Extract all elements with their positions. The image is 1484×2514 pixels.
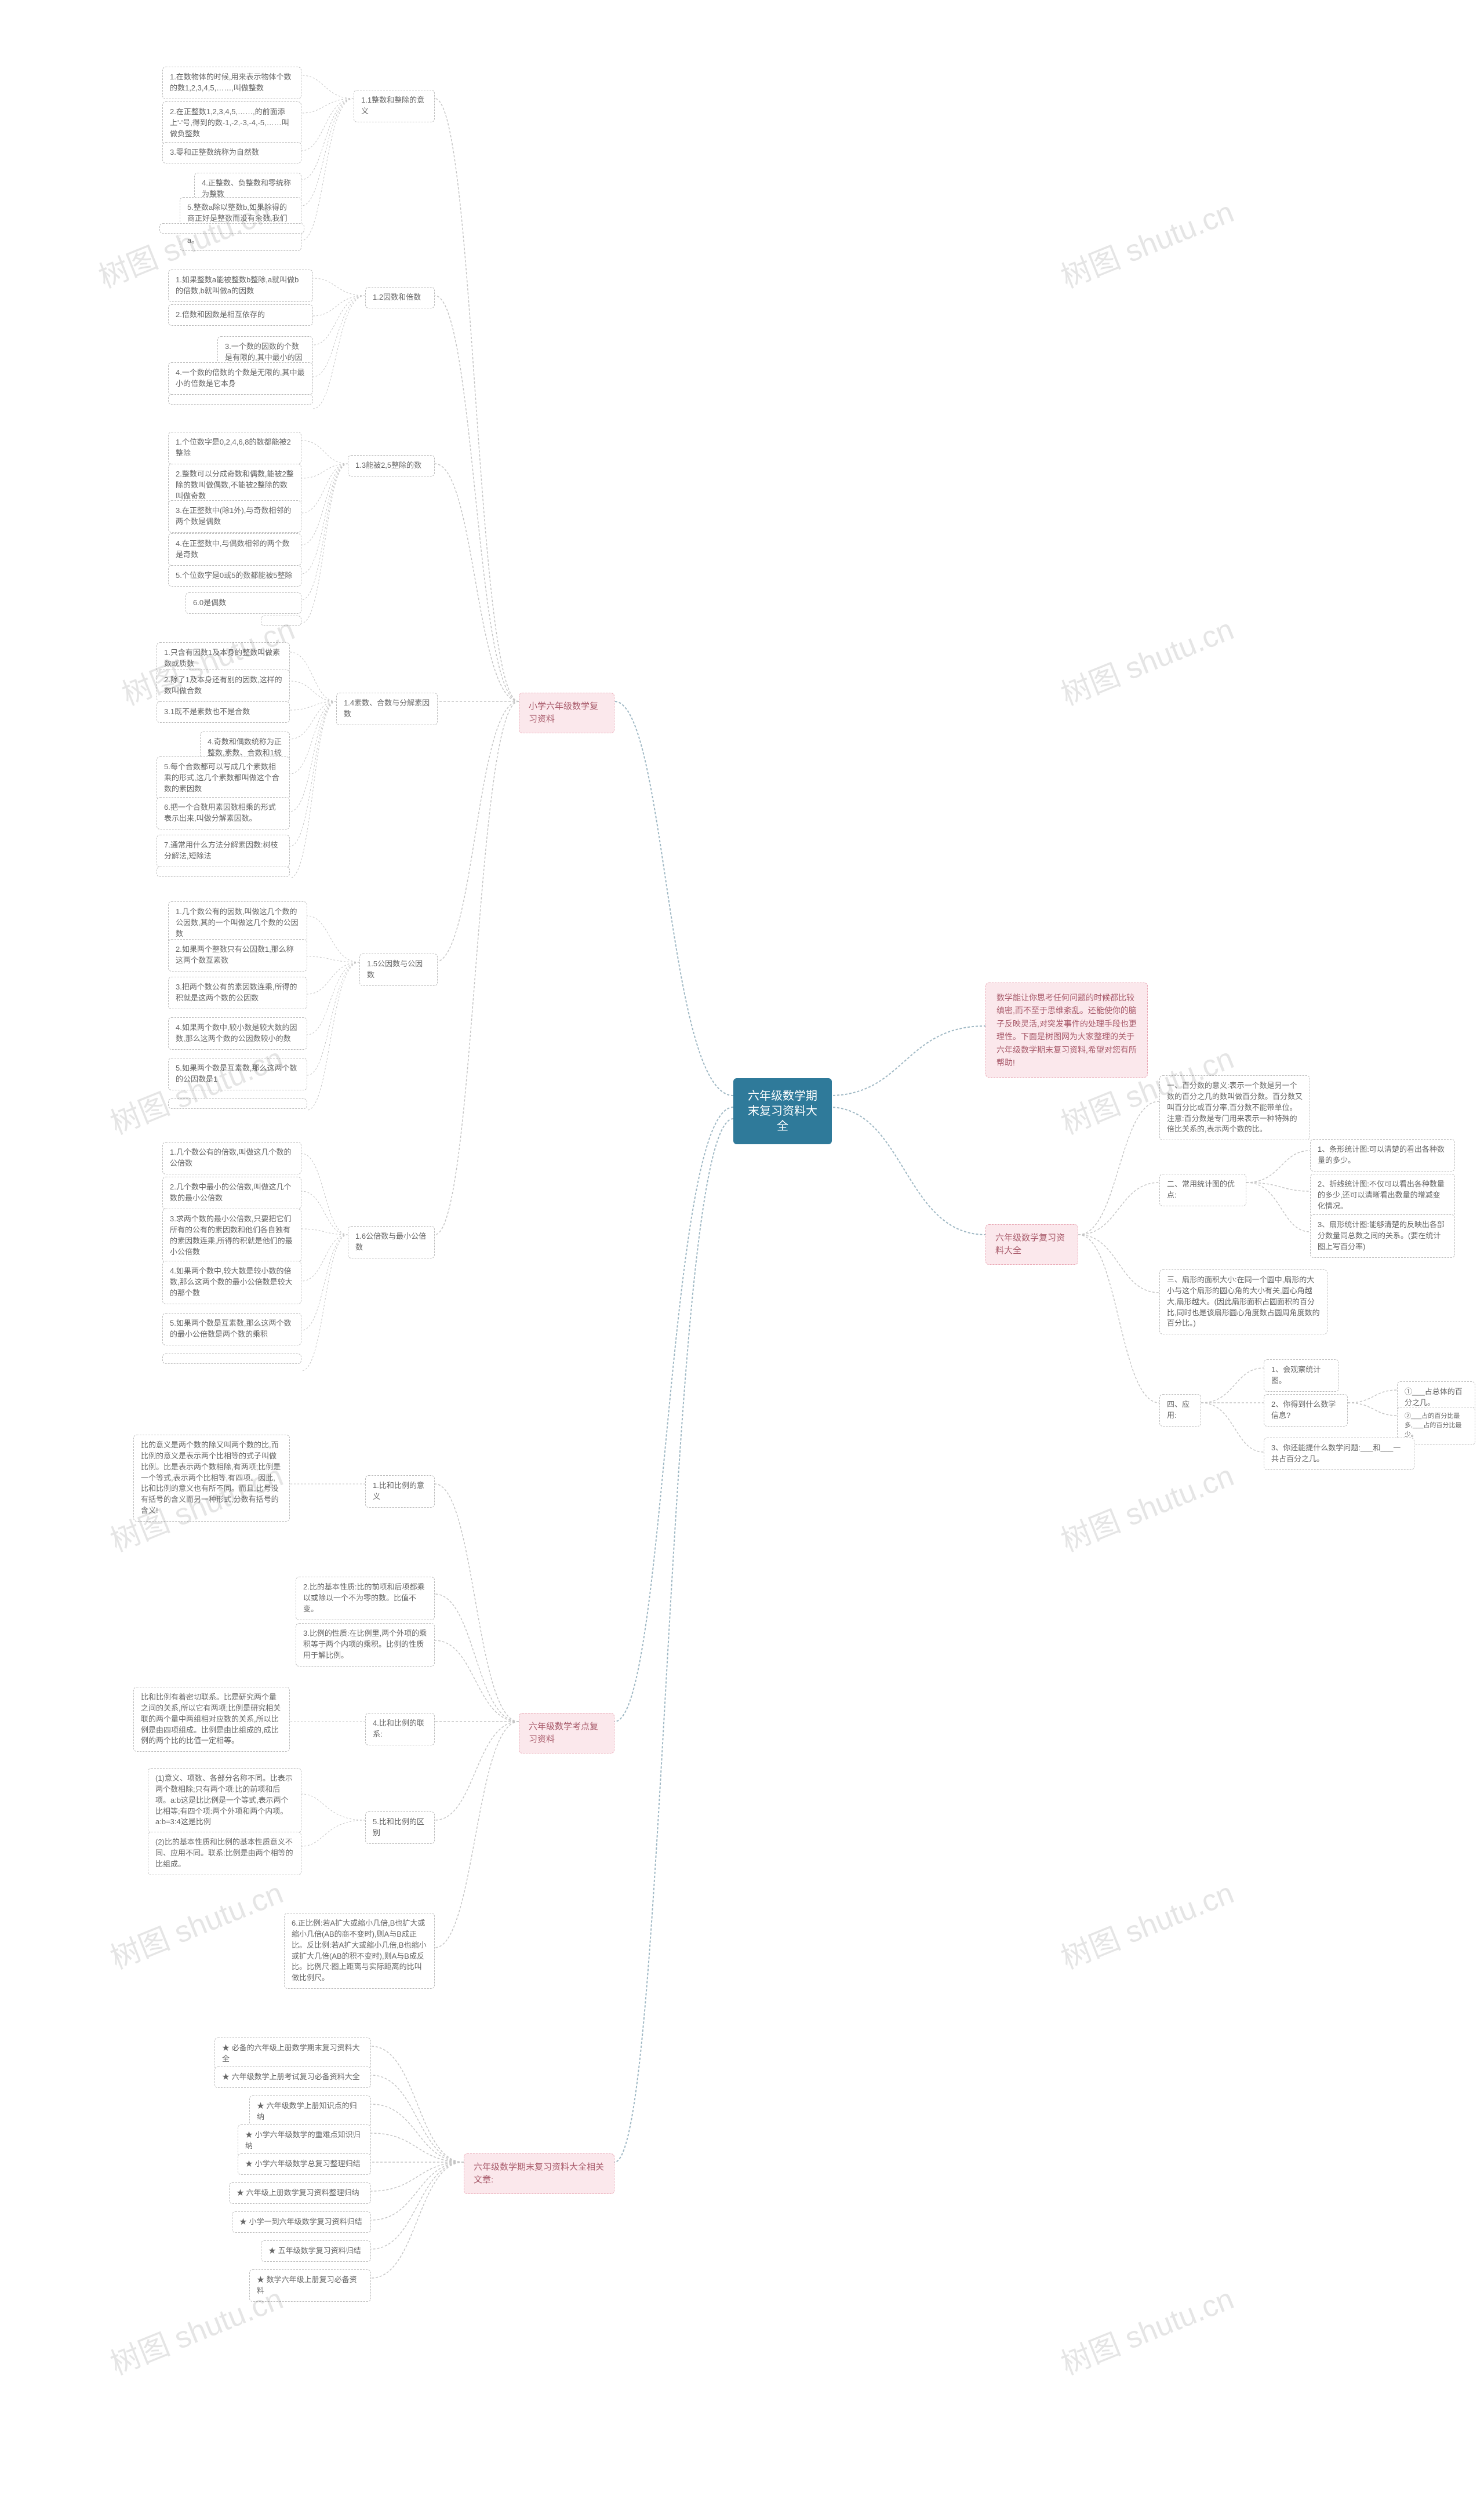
sec-1-5-item-4: 5.如果两个数是互素数,那么这两个数的公因数是1 <box>168 1058 307 1090</box>
sec-1-4-item-2: 3.1既不是素数也不是合数 <box>157 701 290 723</box>
sec-1-3-item-5: 6.0是偶数 <box>186 592 301 614</box>
sec-1-3-item-6 <box>261 616 301 626</box>
sec-1-1-header: 1.1整数和整除的意义 <box>354 90 435 122</box>
related-link-1[interactable]: ★ 六年级数学上册考试复习必备资料大全 <box>214 2066 371 2088</box>
sec-2-6: 6.正比例:若A扩大或缩小几倍,B也扩大或缩小几倍(AB的商不变时),则A与B成… <box>284 1913 435 1989</box>
right-n4-1: 1、会观察统计图。 <box>1264 1359 1339 1392</box>
branch-left-1: 小学六年级数学复习资料 <box>519 693 614 733</box>
sec-2-4-text: 比和比例有着密切联系。比是研究两个量之间的关系,所以它有两项;比例是研究相关联的… <box>133 1687 290 1752</box>
sec-1-6-item-1: 2.几个数中最小的公倍数,叫做这几个数的最小公倍数 <box>162 1177 301 1209</box>
sec-1-2-item-3: 4.一个数的倍数的个数是无限的,其中最小的倍数是它本身 <box>168 362 313 395</box>
sec-1-1-item-2: 3.零和正整数统称为自然数 <box>162 142 301 163</box>
right-n2-3: 3、扇形统计图:能够清楚的反映出各部分数量同总数之间的关系。(要在统计图上写百分… <box>1310 1214 1455 1258</box>
sec-2-1-header: 1.比和比例的意义 <box>365 1475 435 1508</box>
branch-left-2: 六年级数学考点复习资料 <box>519 1713 614 1753</box>
sec-1-4-item-5: 6.把一个合数用素因数相乘的形式表示出来,叫做分解素因数。 <box>157 797 290 829</box>
sec-1-3-item-4: 5.个位数字是0或5的数都能被5整除 <box>168 565 301 587</box>
sec-1-5-item-0: 1.几个数公有的因数,叫做这几个数的公因数,其的一个叫做这几个数的公因数 <box>168 901 307 945</box>
watermark: 树图 shutu.cn <box>1053 1451 1239 1560</box>
related-link-7[interactable]: ★ 五年级数学复习资料归结 <box>261 2240 371 2262</box>
related-link-6[interactable]: ★ 小学一到六年级数学复习资料归结 <box>232 2211 371 2233</box>
sec-1-1-item-5 <box>159 223 304 234</box>
right-n2-1: 1、条形统计图:可以清楚的看出各种数量的多少。 <box>1310 1139 1455 1171</box>
sec-1-5-header: 1.5公因数与公因数 <box>359 954 438 986</box>
sec-1-2-item-1: 2.倍数和因数是相互依存的 <box>168 304 313 326</box>
right-n4: 四、应用: <box>1159 1394 1201 1427</box>
sec-1-6-item-0: 1.几个数公有的倍数,叫做这几个数的公倍数 <box>162 1142 301 1174</box>
sec-1-4-item-1: 2.除了1及本身还有别的因数,这样的数叫做合数 <box>157 670 290 702</box>
related-link-8[interactable]: ★ 数学六年级上册复习必备资料 <box>249 2269 371 2302</box>
sec-2-5-item-1: (2)比的基本性质和比例的基本性质意义不同、应用不同。联系:比例是由两个相等的比… <box>148 1832 301 1875</box>
watermark: 树图 shutu.cn <box>1053 1869 1239 1978</box>
branch-left-3: 六年级数学期末复习资料大全相关文章: <box>464 2153 614 2194</box>
sec-1-6-item-2: 3.求两个数的最小公倍数,只要把它们所有的公有的素因数和他们各自独有的素因数连乘… <box>162 1209 301 1263</box>
sec-2-5-header: 5.比和比例的区别 <box>365 1811 435 1844</box>
sec-1-2-header: 1.2因数和倍数 <box>365 287 435 308</box>
sec-1-6-header: 1.6公倍数与最小公倍数 <box>348 1226 435 1258</box>
watermark: 树图 shutu.cn <box>103 1869 288 1978</box>
sec-1-6-item-5 <box>162 1354 301 1364</box>
sec-1-4-item-4: 5.每个合数都可以写成几个素数相乘的形式,这几个素数都叫做这个合数的素因数 <box>157 756 290 800</box>
right-n4-2: 2、你得到什么数学信息? <box>1264 1394 1348 1427</box>
sec-1-4-header: 1.4素数、合数与分解素因数 <box>336 693 438 725</box>
branch-right-1: 六年级数学复习资料大全 <box>985 1224 1078 1265</box>
right-n1: 一、百分数的意义:表示一个数是另一个数的百分之几的数叫做百分数。百分数又叫百分比… <box>1159 1075 1310 1140</box>
related-link-2[interactable]: ★ 六年级数学上册知识点的归纳 <box>249 2095 371 2128</box>
root-node: 六年级数学期末复习资料大全 <box>733 1078 832 1144</box>
sec-2-5-item-0: (1)意义、项数、各部分名称不同。比表示两个数相除;只有两个项:比的前项和后项。… <box>148 1768 301 1833</box>
related-link-0[interactable]: ★ 必备的六年级上册数学期末复习资料大全 <box>214 2038 371 2070</box>
right-n3: 三、扇形的面积大小:在同一个圆中,扇形的大小与这个扇形的圆心角的大小有关,圆心角… <box>1159 1269 1327 1334</box>
sec-1-2-item-0: 1.如果整数a能被整数b整除,a就叫做b的倍数,b就叫做a的因数 <box>168 270 313 302</box>
sec-1-3-item-2: 3.在正整数中(除1外),与奇数相邻的两个数是偶数 <box>168 500 301 533</box>
sec-1-4-item-6: 7.通常用什么方法分解素因数:树枝分解法,短除法 <box>157 835 290 867</box>
intro-text: 数学能让你思考任何问题的时候都比较缜密,而不至于思维紊乱。还能使你的脑子反映灵活… <box>985 983 1148 1078</box>
sec-2-2-item-1: 3.比例的性质:在比例里,两个外项的乘积等于两个内项的乘积。比例的性质用于解比例… <box>296 1623 435 1667</box>
sec-1-3-item-3: 4.在正整数中,与偶数相邻的两个数是奇数 <box>168 533 301 566</box>
watermark: 树图 shutu.cn <box>1053 605 1239 714</box>
right-n2: 二、常用统计图的优点: <box>1159 1174 1246 1206</box>
sec-1-3-header: 1.3能被2,5整除的数 <box>348 455 435 476</box>
sec-2-4-header: 4.比和比例的联系: <box>365 1713 435 1745</box>
watermark: 树图 shutu.cn <box>1053 2275 1239 2384</box>
sec-1-5-item-3: 4.如果两个数中,较小数是较大数的因数,那么这两个数的公因数较小的数 <box>168 1017 307 1050</box>
sec-1-1-item-1: 2.在正整数1,2,3,4,5,……,的前面添上'-'号,得到的数-1,-2,-… <box>162 101 301 145</box>
sec-1-5-item-5 <box>168 1098 307 1109</box>
sec-1-1-item-0: 1.在数物体的时候,用来表示物体个数的数1,2,3,4,5,……,叫做整数 <box>162 67 301 99</box>
sec-1-5-item-2: 3.把两个数公有的素因数连乘,所得的积就是这两个数的公因数 <box>168 977 307 1009</box>
sec-2-1-text: 比的意义是两个数的除又叫两个数的比,而比例的意义是表示两个比相等的式子叫做比例。… <box>133 1435 290 1522</box>
sec-2-2-item-0: 2.比的基本性质:比的前项和后项都乘以或除以一个不为零的数。比值不变。 <box>296 1577 435 1620</box>
related-link-3[interactable]: ★ 小学六年级数学的重难点知识归纳 <box>238 2124 371 2157</box>
sec-1-4-item-7 <box>157 867 290 877</box>
sec-1-3-item-0: 1.个位数字是0,2,4,6,8的数都能被2整除 <box>168 432 301 464</box>
right-n2-2: 2、折线统计图:不仅可以看出各种数量的多少,还可以清晰看出数量的增减变化情况。 <box>1310 1174 1455 1217</box>
sec-1-5-item-1: 2.如果两个整数只有公因数1,那么称这两个数互素数 <box>168 939 307 972</box>
watermark: 树图 shutu.cn <box>1053 188 1239 297</box>
sec-1-2-item-4 <box>168 394 313 405</box>
right-n4-3: 3、你还能提什么数学问题:___和___一共占百分之几。 <box>1264 1438 1414 1470</box>
related-link-5[interactable]: ★ 六年级上册数学复习资料整理归纳 <box>229 2182 371 2204</box>
sec-1-6-item-3: 4.如果两个数中,较大数是较小数的倍数,那么这两个数的最小公倍数是较大的那个数 <box>162 1261 301 1304</box>
related-link-4[interactable]: ★ 小学六年级数学总复习整理归结 <box>238 2153 371 2175</box>
sec-1-6-item-4: 5.如果两个数是互素数,那么这两个数的最小公倍数是两个数的乘积 <box>162 1313 301 1345</box>
